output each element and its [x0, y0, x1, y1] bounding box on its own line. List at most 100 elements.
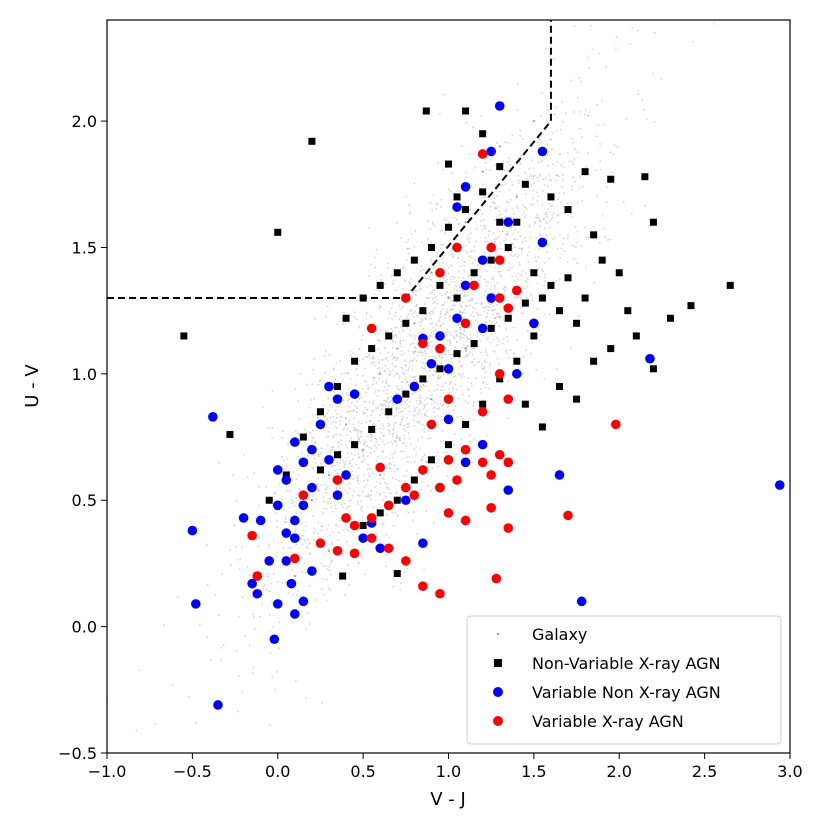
galaxy-cloud-dot	[445, 219, 448, 222]
galaxy-cloud-dot	[324, 483, 326, 486]
galaxy-cloud-dot	[235, 650, 238, 653]
galaxy-cloud-dot	[515, 205, 518, 208]
galaxy-cloud-dot	[438, 319, 441, 322]
galaxy-cloud-dot	[463, 291, 466, 293]
galaxy-cloud-dot	[312, 300, 315, 303]
galaxy-cloud-dot	[346, 446, 349, 449]
non-variable-xray-agn-point	[521, 299, 529, 307]
galaxy-cloud-dot	[346, 452, 349, 454]
galaxy-cloud-dot	[435, 357, 438, 359]
galaxy-cloud-dot	[316, 488, 319, 490]
galaxy-cloud-dot	[350, 530, 352, 533]
galaxy-cloud-dot	[414, 391, 417, 394]
galaxy-cloud-dot	[434, 295, 437, 298]
galaxy-cloud-dot	[353, 311, 356, 313]
galaxy-cloud-dot	[195, 722, 197, 724]
galaxy-cloud-dot	[392, 433, 394, 435]
galaxy-cloud-dot	[439, 315, 442, 318]
galaxy-cloud-dot	[543, 217, 545, 220]
galaxy-cloud-dot	[584, 113, 586, 115]
galaxy-cloud-dot	[453, 281, 456, 283]
galaxy-cloud-dot	[391, 302, 394, 305]
galaxy-cloud-dot	[330, 423, 332, 425]
galaxy-cloud-dot	[418, 410, 420, 413]
galaxy-cloud-dot	[341, 392, 344, 395]
galaxy-cloud-dot	[453, 277, 456, 279]
galaxy-cloud-dot	[364, 391, 367, 394]
non-variable-xray-agn-point	[393, 496, 401, 504]
galaxy-cloud-dot	[135, 729, 138, 732]
galaxy-cloud-dot	[422, 268, 425, 271]
galaxy-cloud-dot	[482, 381, 485, 384]
galaxy-cloud-dot	[422, 383, 425, 386]
galaxy-cloud-dot	[447, 188, 450, 191]
galaxy-cloud-dot	[651, 72, 654, 75]
galaxy-cloud-dot	[367, 354, 370, 357]
galaxy-cloud-dot	[488, 320, 491, 322]
variable-non-xray-agn-point	[477, 255, 488, 265]
galaxy-cloud-dot	[467, 353, 470, 356]
galaxy-cloud-dot	[439, 376, 442, 379]
galaxy-cloud-dot	[555, 179, 558, 181]
galaxy-cloud-dot	[512, 266, 514, 269]
galaxy-cloud-dot	[598, 52, 600, 55]
galaxy-cloud-dot	[571, 216, 574, 218]
galaxy-cloud-dot	[396, 357, 399, 359]
variable-xray-agn-point	[290, 553, 300, 564]
non-variable-xray-agn-point	[470, 269, 478, 277]
galaxy-cloud-dot	[385, 356, 388, 359]
galaxy-cloud-dot	[560, 163, 563, 166]
galaxy-cloud-dot	[532, 177, 534, 180]
galaxy-cloud-dot	[356, 407, 359, 410]
galaxy-cloud-dot	[384, 330, 387, 333]
galaxy-cloud-dot	[484, 253, 487, 255]
galaxy-cloud-dot	[406, 259, 408, 261]
galaxy-cloud-dot	[496, 337, 498, 340]
galaxy-cloud-dot	[339, 519, 342, 522]
galaxy-cloud-dot	[411, 519, 414, 522]
non-variable-xray-agn-point	[226, 431, 234, 439]
galaxy-cloud-dot	[374, 437, 376, 440]
galaxy-cloud-dot	[335, 433, 337, 435]
galaxy-cloud-dot	[377, 348, 380, 350]
galaxy-cloud-dot	[404, 571, 406, 573]
galaxy-cloud-dot	[414, 501, 417, 504]
galaxy-cloud-dot	[546, 143, 548, 146]
non-variable-xray-agn-point	[393, 269, 401, 277]
galaxy-cloud-dot	[404, 364, 407, 367]
galaxy-cloud-dot	[513, 213, 516, 216]
galaxy-cloud-dot	[539, 275, 542, 278]
galaxy-cloud-dot	[425, 410, 428, 413]
galaxy-cloud-dot	[483, 251, 486, 254]
galaxy-cloud-dot	[333, 474, 335, 477]
galaxy-cloud-dot	[285, 521, 287, 524]
galaxy-cloud-dot	[232, 474, 235, 477]
galaxy-cloud-dot	[271, 436, 274, 439]
galaxy-cloud-dot	[494, 309, 497, 311]
galaxy-cloud-dot	[220, 646, 223, 649]
galaxy-cloud-dot	[612, 153, 614, 156]
galaxy-cloud-dot	[461, 311, 463, 313]
non-variable-xray-agn-point	[385, 332, 393, 340]
galaxy-cloud-dot	[463, 330, 466, 333]
galaxy-cloud-dot	[563, 192, 566, 195]
galaxy-cloud-dot	[494, 351, 496, 353]
galaxy-cloud-dot	[432, 326, 434, 328]
galaxy-cloud-dot	[492, 194, 495, 197]
galaxy-cloud-dot	[448, 405, 450, 407]
galaxy-cloud-dot	[407, 512, 410, 514]
galaxy-cloud-dot	[433, 289, 436, 292]
galaxy-cloud-dot	[315, 462, 317, 464]
galaxy-cloud-dot	[408, 437, 411, 440]
galaxy-cloud-dot	[351, 465, 353, 467]
galaxy-cloud-dot	[408, 318, 410, 320]
galaxy-cloud-dot	[455, 330, 458, 332]
galaxy-cloud-dot	[415, 379, 418, 382]
galaxy-cloud-dot	[448, 284, 450, 287]
galaxy-cloud-dot	[437, 458, 440, 461]
galaxy-cloud-dot	[402, 475, 405, 477]
variable-xray-agn-point	[486, 242, 496, 253]
galaxy-cloud-dot	[368, 357, 371, 359]
galaxy-cloud-dot	[455, 453, 457, 456]
galaxy-cloud-dot	[614, 47, 617, 50]
